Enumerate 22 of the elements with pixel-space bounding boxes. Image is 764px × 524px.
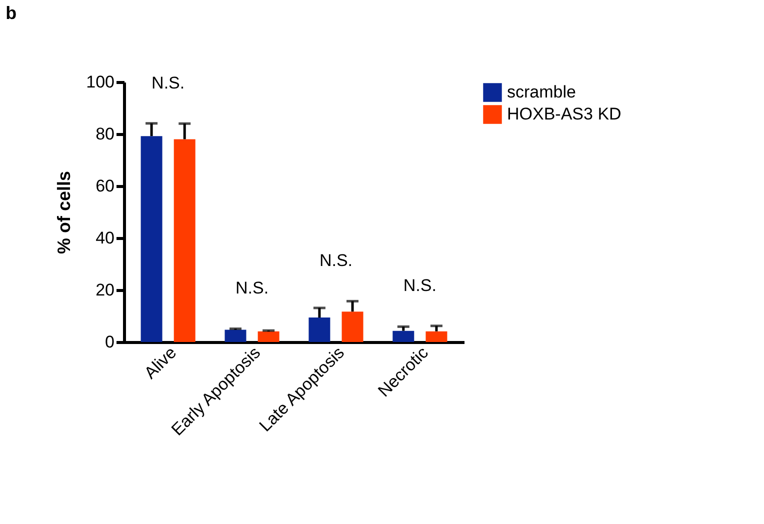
y-tick-label: 80 <box>96 124 114 144</box>
y-axis-title: % of cells <box>54 170 74 254</box>
chart-title: b <box>6 3 17 23</box>
annotation: N.S. <box>403 276 436 295</box>
bar <box>426 331 448 342</box>
y-tick-label: 40 <box>96 228 114 248</box>
annotation: N.S. <box>152 73 185 92</box>
annotation: N.S. <box>319 251 353 270</box>
y-tick-label: 60 <box>96 176 114 196</box>
bar <box>342 312 364 342</box>
bar <box>174 139 196 342</box>
y-tick-label: 20 <box>96 280 114 300</box>
y-tick-label: 100 <box>86 72 114 92</box>
legend-label: HOXB-AS3 KD <box>507 104 622 124</box>
annotation: N.S. <box>235 278 269 298</box>
bar <box>140 136 162 342</box>
bar <box>258 331 280 342</box>
legend-label: scramble <box>507 82 576 102</box>
bar <box>392 330 414 342</box>
y-tick-label: 0 <box>105 332 114 352</box>
bar <box>308 318 330 342</box>
bar <box>224 330 246 342</box>
